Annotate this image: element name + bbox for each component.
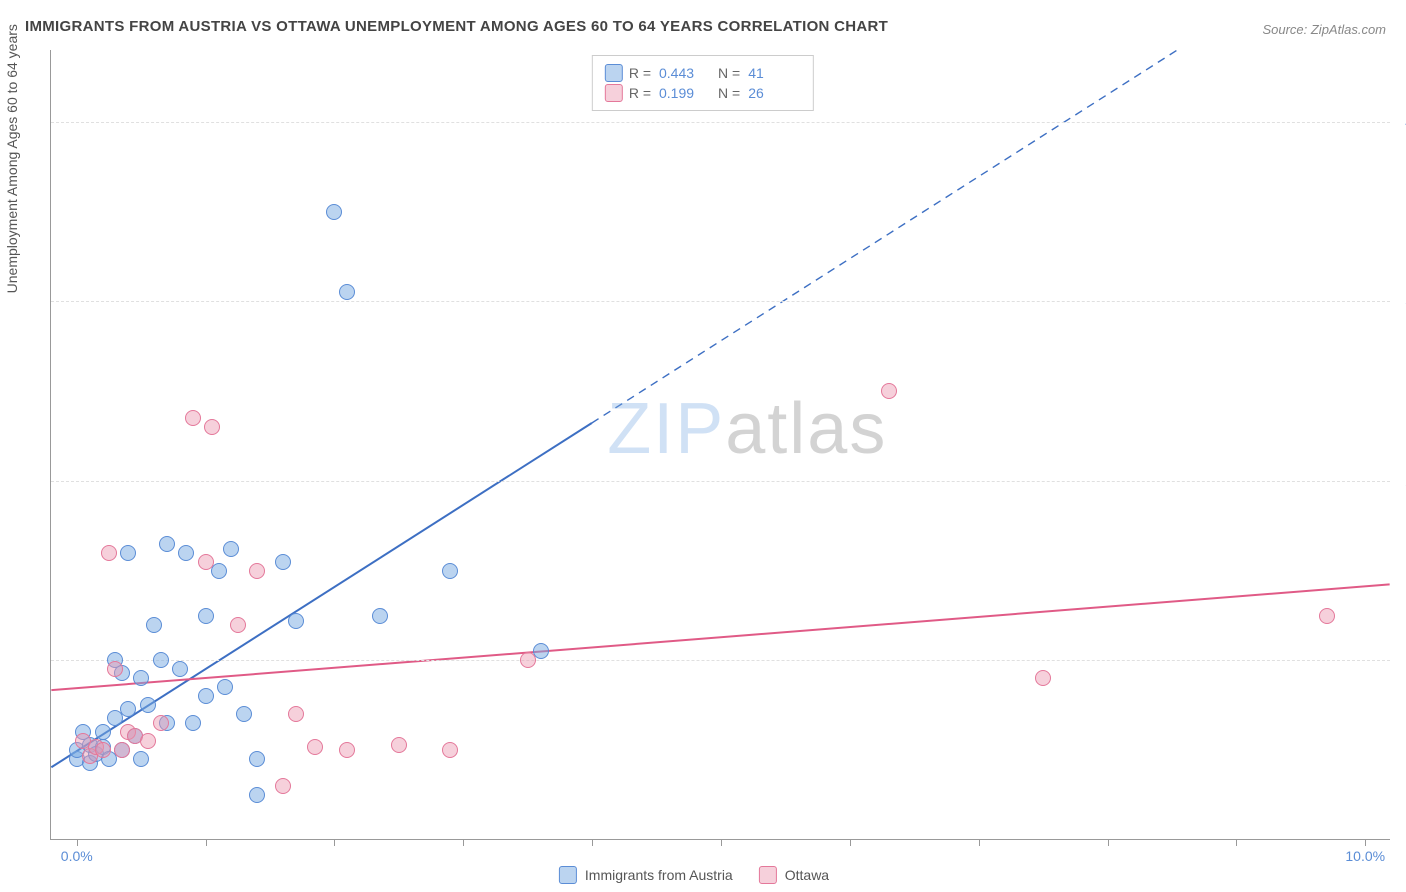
- scatter-point-a: [133, 670, 149, 686]
- scatter-point-b: [275, 778, 291, 794]
- legend-swatch: [605, 84, 623, 102]
- series-legend-swatch: [759, 866, 777, 884]
- series-legend-label: Immigrants from Austria: [585, 867, 733, 883]
- scatter-point-a: [217, 679, 233, 695]
- scatter-point-b: [198, 554, 214, 570]
- scatter-point-a: [120, 701, 136, 717]
- scatter-point-b: [101, 545, 117, 561]
- scatter-point-a: [198, 608, 214, 624]
- scatter-point-b: [307, 739, 323, 755]
- chart-container: IMMIGRANTS FROM AUSTRIA VS OTTAWA UNEMPL…: [0, 0, 1406, 892]
- x-tick-label: 10.0%: [1345, 848, 1385, 864]
- x-tick: [1236, 839, 1237, 846]
- scatter-point-a: [249, 751, 265, 767]
- scatter-point-b: [204, 419, 220, 435]
- gridline-h: [51, 481, 1390, 482]
- zipatlas-watermark: ZIPatlas: [607, 388, 887, 470]
- correlation-legend-row: R = 0.199 N = 26: [605, 84, 801, 102]
- legend-n-value: 41: [746, 65, 801, 81]
- scatter-point-b: [230, 617, 246, 633]
- legend-r-value: 0.443: [657, 65, 712, 81]
- x-tick: [334, 839, 335, 846]
- x-tick: [721, 839, 722, 846]
- x-tick: [463, 839, 464, 846]
- legend-r-label: R =: [629, 65, 651, 81]
- scatter-point-a: [172, 661, 188, 677]
- scatter-point-a: [223, 541, 239, 557]
- scatter-point-b: [107, 661, 123, 677]
- scatter-point-b: [520, 652, 536, 668]
- chart-plot-area: ZIPatlas 10.0%20.0%30.0%40.0%0.0%10.0%: [50, 50, 1390, 840]
- y-tick-label: 10.0%: [1395, 652, 1406, 668]
- trend-lines-overlay: [51, 50, 1390, 839]
- scatter-point-a: [159, 536, 175, 552]
- scatter-point-b: [185, 410, 201, 426]
- scatter-point-b: [1035, 670, 1051, 686]
- x-tick: [206, 839, 207, 846]
- scatter-point-b: [391, 737, 407, 753]
- series-legend-swatch: [559, 866, 577, 884]
- gridline-h: [51, 660, 1390, 661]
- scatter-point-a: [153, 652, 169, 668]
- scatter-point-a: [275, 554, 291, 570]
- scatter-point-b: [442, 742, 458, 758]
- correlation-legend: R = 0.443 N = 41 R = 0.199 N = 26: [592, 55, 814, 111]
- legend-r-value: 0.199: [657, 85, 712, 101]
- scatter-point-b: [95, 742, 111, 758]
- scatter-point-b: [288, 706, 304, 722]
- trend-line-b: [51, 584, 1389, 690]
- correlation-legend-row: R = 0.443 N = 41: [605, 64, 801, 82]
- scatter-point-a: [185, 715, 201, 731]
- y-tick-label: 30.0%: [1395, 293, 1406, 309]
- chart-title: IMMIGRANTS FROM AUSTRIA VS OTTAWA UNEMPL…: [25, 18, 888, 35]
- scatter-point-a: [339, 284, 355, 300]
- scatter-point-b: [114, 742, 130, 758]
- scatter-point-a: [120, 545, 136, 561]
- series-legend: Immigrants from Austria Ottawa: [559, 866, 847, 884]
- scatter-point-a: [326, 204, 342, 220]
- legend-n-label: N =: [718, 65, 740, 81]
- scatter-point-a: [146, 617, 162, 633]
- scatter-point-a: [133, 751, 149, 767]
- y-tick-label: 40.0%: [1395, 114, 1406, 130]
- scatter-point-b: [881, 383, 897, 399]
- x-tick: [592, 839, 593, 846]
- scatter-point-a: [372, 608, 388, 624]
- legend-n-value: 26: [746, 85, 801, 101]
- scatter-point-b: [1319, 608, 1335, 624]
- source-attribution: Source: ZipAtlas.com: [1262, 22, 1386, 37]
- scatter-point-a: [140, 697, 156, 713]
- x-tick-label: 0.0%: [61, 848, 93, 864]
- scatter-point-a: [236, 706, 252, 722]
- legend-r-label: R =: [629, 85, 651, 101]
- watermark-zip: ZIP: [607, 389, 725, 469]
- x-tick: [979, 839, 980, 846]
- watermark-atlas: atlas: [725, 389, 887, 469]
- scatter-point-b: [339, 742, 355, 758]
- scatter-point-b: [249, 563, 265, 579]
- scatter-point-b: [153, 715, 169, 731]
- x-tick: [1365, 839, 1366, 846]
- scatter-point-a: [178, 545, 194, 561]
- y-tick-label: 20.0%: [1395, 473, 1406, 489]
- gridline-h: [51, 301, 1390, 302]
- scatter-point-a: [198, 688, 214, 704]
- x-tick: [77, 839, 78, 846]
- legend-n-label: N =: [718, 85, 740, 101]
- series-legend-label: Ottawa: [785, 867, 829, 883]
- gridline-h: [51, 122, 1390, 123]
- x-tick: [850, 839, 851, 846]
- y-axis-label: Unemployment Among Ages 60 to 64 years: [4, 24, 20, 293]
- scatter-point-a: [442, 563, 458, 579]
- scatter-point-a: [249, 787, 265, 803]
- scatter-point-b: [140, 733, 156, 749]
- x-tick: [1108, 839, 1109, 846]
- legend-swatch: [605, 64, 623, 82]
- scatter-point-a: [211, 563, 227, 579]
- scatter-point-a: [288, 613, 304, 629]
